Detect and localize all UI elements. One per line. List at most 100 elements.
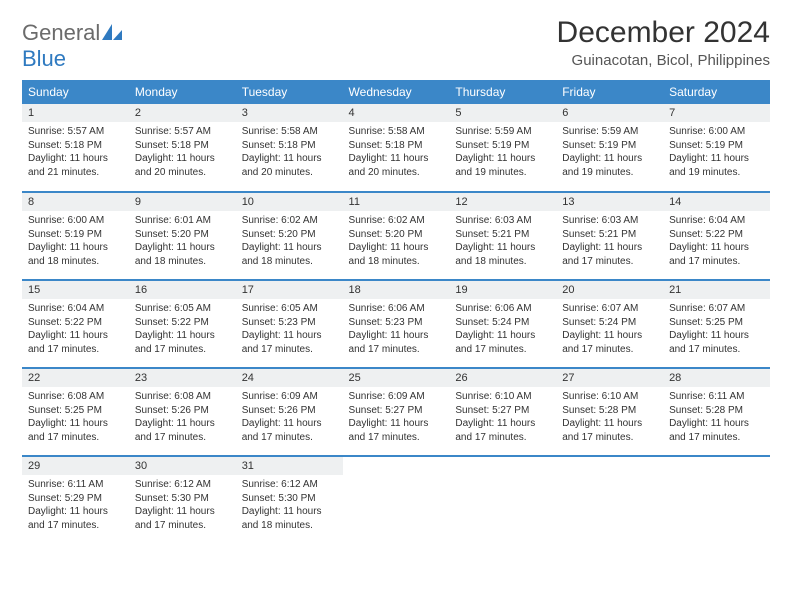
sunset-text: Sunset: 5:18 PM	[349, 139, 444, 153]
sunset-text: Sunset: 5:21 PM	[455, 228, 550, 242]
sunrise-text: Sunrise: 6:05 AM	[135, 302, 230, 316]
day-number: 8	[22, 193, 129, 211]
calendar-cell: 16Sunrise: 6:05 AMSunset: 5:22 PMDayligh…	[129, 280, 236, 368]
daylight-text: Daylight: 11 hours and 17 minutes.	[669, 241, 764, 268]
day-details: Sunrise: 6:10 AMSunset: 5:27 PMDaylight:…	[449, 387, 556, 450]
sunset-text: Sunset: 5:20 PM	[135, 228, 230, 242]
calendar-cell: 13Sunrise: 6:03 AMSunset: 5:21 PMDayligh…	[556, 192, 663, 280]
day-number: 28	[663, 369, 770, 387]
calendar-row: 1Sunrise: 5:57 AMSunset: 5:18 PMDaylight…	[22, 104, 770, 192]
calendar-cell: 8 Sunrise: 6:00 AMSunset: 5:19 PMDaylight…	[22, 192, 129, 280]
calendar-cell: 9Sunrise: 6:01 AMSunset: 5:20 PMDaylight…	[129, 192, 236, 280]
day-number: 24	[236, 369, 343, 387]
daylight-text: Daylight: 11 hours and 21 minutes.	[28, 152, 123, 179]
sunset-text: Sunset: 5:20 PM	[242, 228, 337, 242]
calendar-cell	[343, 456, 450, 544]
day-details: Sunrise: 6:03 AMSunset: 5:21 PMDaylight:…	[449, 211, 556, 274]
calendar-cell: 22Sunrise: 6:08 AMSunset: 5:25 PMDayligh…	[22, 368, 129, 456]
sunrise-text: Sunrise: 6:11 AM	[28, 478, 123, 492]
day-number: 22	[22, 369, 129, 387]
calendar-cell: 14Sunrise: 6:04 AMSunset: 5:22 PMDayligh…	[663, 192, 770, 280]
sunset-text: Sunset: 5:27 PM	[455, 404, 550, 418]
daylight-text: Daylight: 11 hours and 19 minutes.	[455, 152, 550, 179]
day-number: 10	[236, 193, 343, 211]
sunrise-text: Sunrise: 6:00 AM	[669, 125, 764, 139]
day-number: 15	[22, 281, 129, 299]
sunset-text: Sunset: 5:18 PM	[135, 139, 230, 153]
day-details: Sunrise: 6:12 AMSunset: 5:30 PMDaylight:…	[236, 475, 343, 538]
calendar-cell: 17Sunrise: 6:05 AMSunset: 5:23 PMDayligh…	[236, 280, 343, 368]
sunset-text: Sunset: 5:19 PM	[28, 228, 123, 242]
sunset-text: Sunset: 5:21 PM	[562, 228, 657, 242]
sunset-text: Sunset: 5:24 PM	[562, 316, 657, 330]
daylight-text: Daylight: 11 hours and 18 minutes.	[135, 241, 230, 268]
brand-word1: General	[22, 20, 100, 45]
page-title: December 2024	[557, 16, 770, 50]
day-details: Sunrise: 5:57 AMSunset: 5:18 PMDaylight:…	[129, 122, 236, 185]
daylight-text: Daylight: 11 hours and 17 minutes.	[562, 417, 657, 444]
calendar-cell: 23Sunrise: 6:08 AMSunset: 5:26 PMDayligh…	[129, 368, 236, 456]
day-number: 25	[343, 369, 450, 387]
day-number: 23	[129, 369, 236, 387]
calendar-cell: 1Sunrise: 5:57 AMSunset: 5:18 PMDaylight…	[22, 104, 129, 192]
calendar-cell: 6 Sunrise: 5:59 AMSunset: 5:19 PMDaylight…	[556, 104, 663, 192]
day-number: 21	[663, 281, 770, 299]
day-number: 16	[129, 281, 236, 299]
calendar-cell: 4Sunrise: 5:58 AMSunset: 5:18 PMDaylight…	[343, 104, 450, 192]
calendar-cell	[449, 456, 556, 544]
daylight-text: Daylight: 11 hours and 17 minutes.	[562, 329, 657, 356]
day-details: Sunrise: 6:00 AMSunset: 5:19 PMDaylight:…	[663, 122, 770, 185]
calendar-cell: 26Sunrise: 6:10 AMSunset: 5:27 PMDayligh…	[449, 368, 556, 456]
sunset-text: Sunset: 5:29 PM	[28, 492, 123, 506]
calendar-table: Sunday Monday Tuesday Wednesday Thursday…	[22, 80, 770, 544]
sunset-text: Sunset: 5:19 PM	[562, 139, 657, 153]
weekday-header-row: Sunday Monday Tuesday Wednesday Thursday…	[22, 80, 770, 104]
calendar-cell: 5Sunrise: 5:59 AMSunset: 5:19 PMDaylight…	[449, 104, 556, 192]
header: General Blue December 2024 Guinacotan, B…	[22, 16, 770, 72]
logo-sail-icon	[102, 24, 122, 45]
day-details: Sunrise: 5:58 AMSunset: 5:18 PMDaylight:…	[236, 122, 343, 185]
day-details: Sunrise: 6:04 AMSunset: 5:22 PMDaylight:…	[22, 299, 129, 362]
sunset-text: Sunset: 5:26 PM	[135, 404, 230, 418]
daylight-text: Daylight: 11 hours and 18 minutes.	[242, 241, 337, 268]
daylight-text: Daylight: 11 hours and 18 minutes.	[242, 505, 337, 532]
weekday-header: Monday	[129, 80, 236, 104]
sunrise-text: Sunrise: 5:58 AM	[242, 125, 337, 139]
title-block: December 2024 Guinacotan, Bicol, Philipp…	[557, 16, 770, 69]
day-details: Sunrise: 6:09 AMSunset: 5:27 PMDaylight:…	[343, 387, 450, 450]
daylight-text: Daylight: 11 hours and 17 minutes.	[455, 417, 550, 444]
day-details: Sunrise: 6:08 AMSunset: 5:25 PMDaylight:…	[22, 387, 129, 450]
sunset-text: Sunset: 5:22 PM	[669, 228, 764, 242]
daylight-text: Daylight: 11 hours and 18 minutes.	[28, 241, 123, 268]
sunrise-text: Sunrise: 6:01 AM	[135, 214, 230, 228]
sunrise-text: Sunrise: 5:59 AM	[562, 125, 657, 139]
sunrise-text: Sunrise: 6:02 AM	[349, 214, 444, 228]
weekday-header: Saturday	[663, 80, 770, 104]
calendar-cell: 30Sunrise: 6:12 AMSunset: 5:30 PMDayligh…	[129, 456, 236, 544]
daylight-text: Daylight: 11 hours and 19 minutes.	[562, 152, 657, 179]
day-details: Sunrise: 6:11 AMSunset: 5:28 PMDaylight:…	[663, 387, 770, 450]
day-details: Sunrise: 6:11 AMSunset: 5:29 PMDaylight:…	[22, 475, 129, 538]
day-details: Sunrise: 6:04 AMSunset: 5:22 PMDaylight:…	[663, 211, 770, 274]
sunrise-text: Sunrise: 6:09 AM	[349, 390, 444, 404]
sunset-text: Sunset: 5:30 PM	[242, 492, 337, 506]
day-number: 6	[556, 104, 663, 122]
daylight-text: Daylight: 11 hours and 19 minutes.	[669, 152, 764, 179]
sunrise-text: Sunrise: 6:06 AM	[455, 302, 550, 316]
sunset-text: Sunset: 5:24 PM	[455, 316, 550, 330]
day-details: Sunrise: 6:05 AMSunset: 5:23 PMDaylight:…	[236, 299, 343, 362]
daylight-text: Daylight: 11 hours and 17 minutes.	[349, 329, 444, 356]
day-number: 1	[22, 104, 129, 122]
day-details: Sunrise: 6:03 AMSunset: 5:21 PMDaylight:…	[556, 211, 663, 274]
sunrise-text: Sunrise: 6:02 AM	[242, 214, 337, 228]
calendar-cell	[556, 456, 663, 544]
calendar-cell: 31Sunrise: 6:12 AMSunset: 5:30 PMDayligh…	[236, 456, 343, 544]
daylight-text: Daylight: 11 hours and 20 minutes.	[349, 152, 444, 179]
day-details: Sunrise: 6:05 AMSunset: 5:22 PMDaylight:…	[129, 299, 236, 362]
daylight-text: Daylight: 11 hours and 17 minutes.	[242, 417, 337, 444]
calendar-cell: 12Sunrise: 6:03 AMSunset: 5:21 PMDayligh…	[449, 192, 556, 280]
sunrise-text: Sunrise: 6:00 AM	[28, 214, 123, 228]
sunrise-text: Sunrise: 6:12 AM	[135, 478, 230, 492]
daylight-text: Daylight: 11 hours and 17 minutes.	[669, 329, 764, 356]
sunrise-text: Sunrise: 5:57 AM	[28, 125, 123, 139]
